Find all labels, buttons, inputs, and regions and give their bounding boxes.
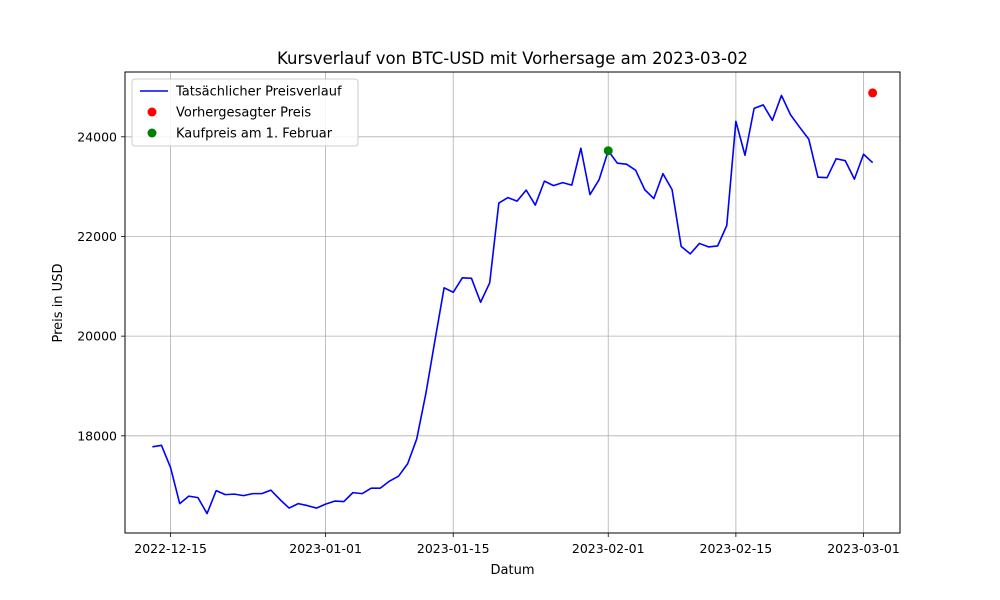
x-tick-label: 2023-02-15	[700, 541, 773, 556]
x-tick-label: 2023-01-15	[417, 541, 490, 556]
x-tick-label: 2023-02-01	[572, 541, 645, 556]
legend: Tatsächlicher Preisverlauf Vorhergesagter…	[131, 78, 359, 147]
legend-box	[131, 78, 359, 147]
chart-title: Kursverlauf von BTC-USD mit Vorhersage a…	[277, 49, 748, 68]
axes-frame	[124, 71, 901, 534]
y-tick-label: 24000	[77, 129, 117, 144]
purchase-price-point	[603, 146, 613, 156]
x-tick-label: 2022-12-15	[134, 541, 207, 556]
x-tick-label: 2023-03-01	[827, 541, 900, 556]
axis-ticks: 2022-12-15 2023-01-01 2023-01-15 2023-02-01…	[77, 129, 900, 556]
legend-label: Vorhergesagter Preis	[176, 106, 311, 121]
plot-area	[152, 88, 878, 515]
legend-label: Tatsächlicher Preisverlauf	[175, 85, 342, 100]
y-tick-label: 22000	[77, 229, 117, 244]
grid	[125, 72, 900, 533]
predicted-price-point	[868, 88, 878, 98]
x-axis-label: Datum	[491, 563, 535, 578]
legend-dot-marker	[147, 128, 157, 138]
legend-dot-marker	[147, 107, 157, 117]
series-line-actual-price	[152, 94, 874, 515]
y-tick-label: 20000	[77, 329, 117, 344]
legend-label: Kaufpreis am 1. Februar	[176, 127, 333, 142]
y-tick-label: 18000	[77, 428, 117, 443]
x-tick-label: 2023-01-01	[289, 541, 362, 556]
y-axis-label: Preis in USD	[51, 264, 66, 343]
